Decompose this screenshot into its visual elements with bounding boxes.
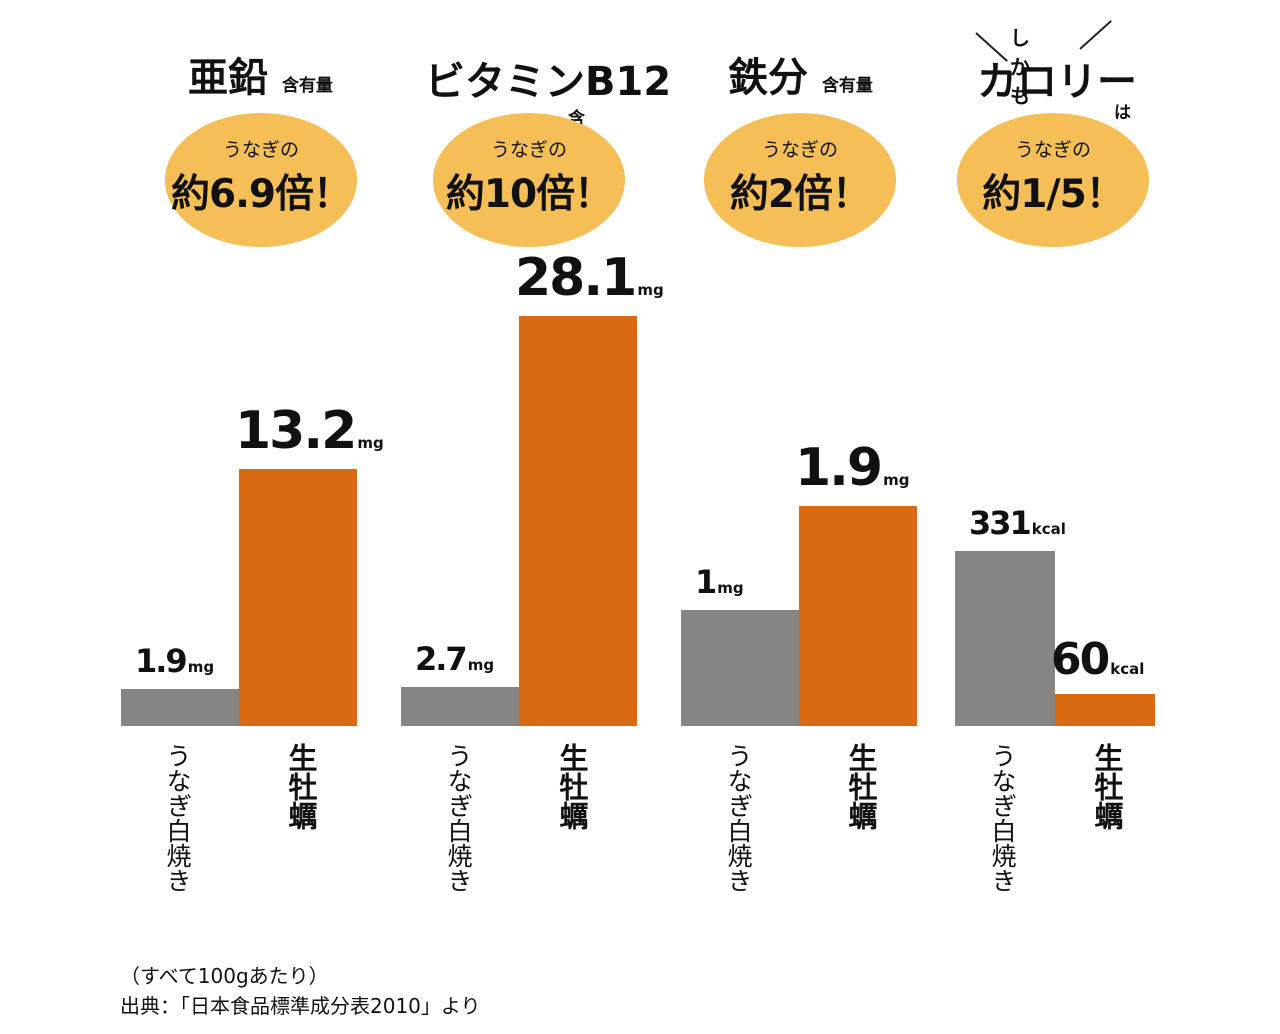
category-label-oyster: 生牡蠣: [555, 743, 589, 830]
chart-title-prefix: しかも: [1010, 26, 1030, 108]
ratio-badge: うなぎの 約2倍！: [704, 113, 896, 247]
value-label-unagi: 1 mg: [695, 563, 744, 601]
ratio-badge-main: 約2倍！: [729, 172, 871, 217]
chart-title-text: カロリー: [977, 59, 1137, 105]
category-label-oyster: 生牡蠣: [844, 743, 878, 830]
bar-oyster: [519, 315, 637, 726]
bar-oyster: [1055, 694, 1155, 726]
ratio-badge: うなぎの 約10倍！: [433, 113, 625, 247]
value-label-oyster: 1.9 mg: [795, 437, 910, 498]
value-label-unagi: 331 kcal: [969, 503, 1066, 542]
bar-unagi: [681, 610, 799, 726]
bar-unagi: [401, 686, 519, 726]
ratio-badge: うなぎの 約6.9倍！: [165, 113, 357, 247]
bar-unagi: [955, 550, 1055, 726]
bar-oyster: [799, 505, 917, 726]
category-label-unagi: うなぎ白焼き: [163, 743, 192, 893]
ratio-badge-main: 約10倍！: [445, 172, 613, 217]
category-label-unagi: うなぎ白焼き: [444, 743, 473, 893]
chart-title: ビタミンB12: [425, 62, 671, 102]
footnote: （すべて100gあたり）: [120, 964, 329, 988]
ratio-badge-sub: うなぎの: [490, 139, 567, 161]
ratio-badge-sub: うなぎの: [222, 139, 299, 161]
chart-title-text: 鉄分: [728, 55, 808, 101]
ratio-badge: うなぎの 約1/5！: [957, 113, 1149, 247]
value-label-oyster: 13.2 mg: [235, 400, 384, 461]
ratio-badge-main: 約6.9倍！: [170, 172, 352, 217]
bar-oyster: [239, 468, 357, 726]
source-citation: 出典：「日本食品標準成分表2010」より: [120, 994, 481, 1018]
chart-title: カロリー: [977, 62, 1137, 102]
chart-title-suffix: 含有量: [821, 76, 873, 96]
chart-title-text: 亜鉛: [188, 55, 268, 101]
bar-unagi: [121, 688, 239, 726]
ratio-badge-sub: うなぎの: [1014, 139, 1091, 161]
chart-title-suffix: 含有量: [281, 76, 333, 96]
ratio-badge-sub: うなぎの: [761, 139, 838, 161]
category-label-oyster: 生牡蠣: [1090, 743, 1124, 830]
ratio-badge-main: 約1/5！: [982, 172, 1125, 217]
value-label-oyster: 28.1 mg: [515, 247, 664, 308]
accent-line-right: [1079, 20, 1112, 50]
value-label-unagi: 1.9 mg: [135, 641, 215, 680]
accent-line-left: [975, 32, 1008, 62]
chart-title: 亜鉛 含有量: [188, 58, 333, 98]
value-label-unagi: 2.7 mg: [415, 639, 495, 678]
chart-title: 鉄分 含有量: [728, 58, 873, 98]
value-label-oyster: 60 kcal: [1051, 634, 1145, 686]
chart-title-suffix: は: [1114, 103, 1131, 123]
category-label-oyster: 生牡蠣: [284, 743, 318, 830]
category-label-unagi: うなぎ白焼き: [988, 743, 1017, 893]
chart-title-text: ビタミンB12: [425, 59, 672, 105]
category-label-unagi: うなぎ白焼き: [724, 743, 753, 893]
